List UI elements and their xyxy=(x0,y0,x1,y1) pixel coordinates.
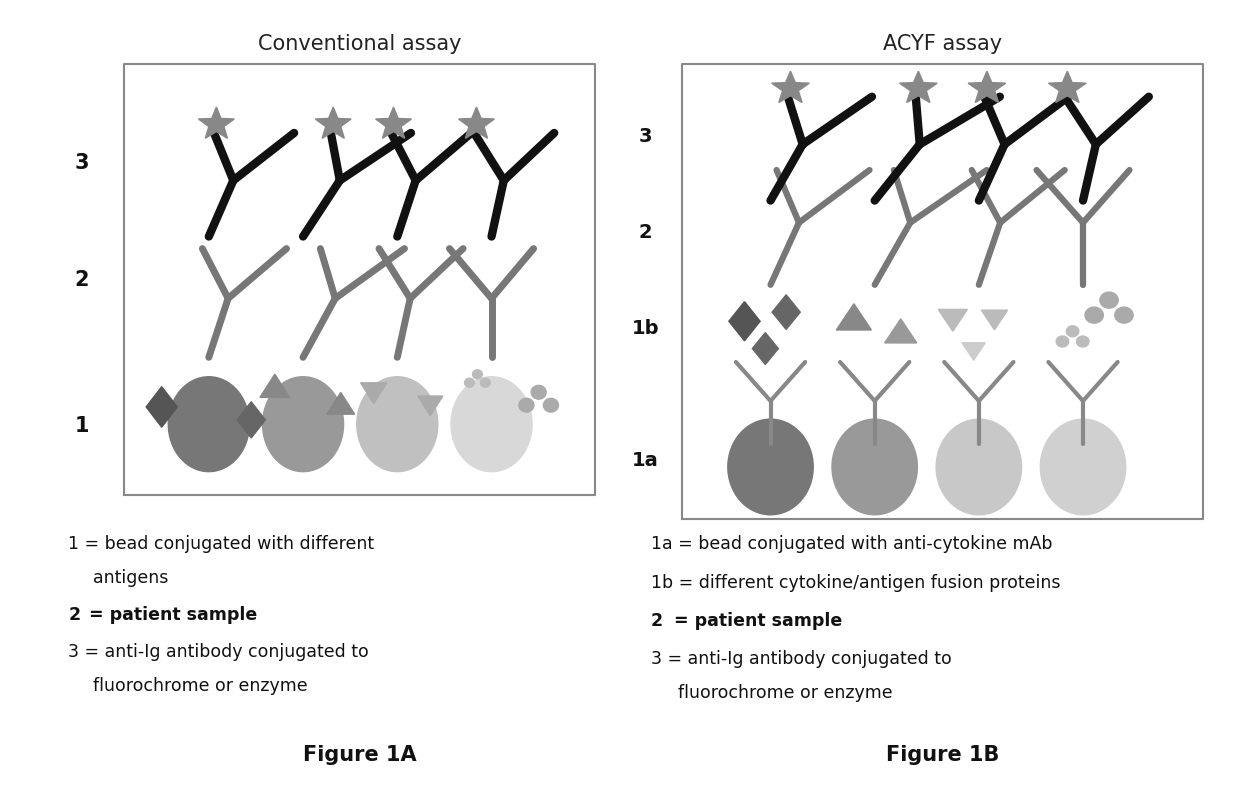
Circle shape xyxy=(1100,292,1118,308)
Text: 1b = different cytokine/antigen fusion proteins: 1b = different cytokine/antigen fusion p… xyxy=(651,574,1060,592)
Text: 1a = bead conjugated with anti-cytokine mAb: 1a = bead conjugated with anti-cytokine … xyxy=(651,535,1053,554)
Polygon shape xyxy=(771,71,810,102)
Circle shape xyxy=(531,385,546,400)
Circle shape xyxy=(465,378,475,388)
Polygon shape xyxy=(418,396,443,415)
Text: fluorochrome or enzyme: fluorochrome or enzyme xyxy=(93,677,308,695)
Polygon shape xyxy=(753,332,779,364)
Text: 1a: 1a xyxy=(632,451,658,470)
Polygon shape xyxy=(981,310,1008,330)
Text: 1 = bead conjugated with different: 1 = bead conjugated with different xyxy=(68,535,374,554)
Polygon shape xyxy=(939,309,967,332)
Polygon shape xyxy=(361,383,387,403)
Text: Conventional assay: Conventional assay xyxy=(258,34,461,54)
Text: Figure 1B: Figure 1B xyxy=(885,745,999,765)
Ellipse shape xyxy=(263,377,343,471)
Ellipse shape xyxy=(169,377,249,471)
Polygon shape xyxy=(836,304,872,330)
Text: 2: 2 xyxy=(651,612,663,630)
Text: = patient sample: = patient sample xyxy=(668,612,843,630)
Text: fluorochrome or enzyme: fluorochrome or enzyme xyxy=(678,684,893,702)
Polygon shape xyxy=(237,402,265,438)
Polygon shape xyxy=(315,107,351,138)
Text: 3: 3 xyxy=(639,127,652,146)
Polygon shape xyxy=(327,392,355,414)
Polygon shape xyxy=(899,71,937,102)
Text: Figure 1A: Figure 1A xyxy=(303,745,417,765)
Text: 2: 2 xyxy=(68,606,81,624)
Text: antigens: antigens xyxy=(93,569,169,587)
Circle shape xyxy=(1115,307,1133,323)
Polygon shape xyxy=(1049,71,1086,102)
Polygon shape xyxy=(773,295,800,329)
Polygon shape xyxy=(968,71,1006,102)
Polygon shape xyxy=(884,319,916,343)
Text: 3 = anti-Ig antibody conjugated to: 3 = anti-Ig antibody conjugated to xyxy=(651,650,952,669)
Text: 3 = anti-Ig antibody conjugated to: 3 = anti-Ig antibody conjugated to xyxy=(68,643,370,662)
Polygon shape xyxy=(146,387,177,427)
Text: 3: 3 xyxy=(74,153,89,173)
Ellipse shape xyxy=(451,377,532,471)
Text: 1b: 1b xyxy=(632,319,660,337)
Circle shape xyxy=(480,378,490,388)
Circle shape xyxy=(1066,326,1079,336)
Ellipse shape xyxy=(728,419,813,515)
Circle shape xyxy=(472,370,482,379)
Text: ACYF assay: ACYF assay xyxy=(883,34,1002,54)
Ellipse shape xyxy=(1040,419,1126,515)
Circle shape xyxy=(1085,307,1104,323)
Polygon shape xyxy=(198,107,234,138)
Polygon shape xyxy=(729,302,760,341)
Polygon shape xyxy=(260,374,290,397)
Text: 1: 1 xyxy=(74,416,89,436)
Polygon shape xyxy=(376,107,412,138)
Ellipse shape xyxy=(357,377,438,471)
Circle shape xyxy=(518,398,534,412)
Ellipse shape xyxy=(936,419,1022,515)
Polygon shape xyxy=(962,343,986,360)
Circle shape xyxy=(543,398,558,412)
Text: 2: 2 xyxy=(639,223,652,242)
Polygon shape xyxy=(459,107,495,138)
Circle shape xyxy=(1076,336,1089,347)
Text: = patient sample: = patient sample xyxy=(83,606,258,624)
Circle shape xyxy=(1056,336,1069,347)
Ellipse shape xyxy=(832,419,918,515)
Text: 2: 2 xyxy=(74,269,89,290)
